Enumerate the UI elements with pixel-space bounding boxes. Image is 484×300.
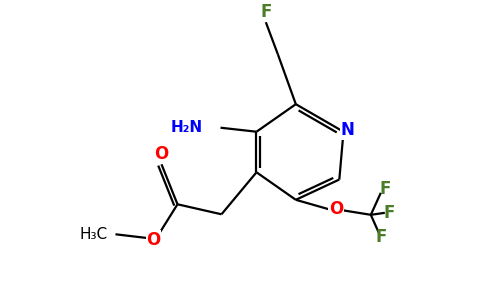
Text: F: F <box>383 204 394 222</box>
Text: H₂N: H₂N <box>170 120 202 135</box>
Text: O: O <box>146 231 161 249</box>
Text: O: O <box>154 145 168 163</box>
Text: H₃C: H₃C <box>79 227 107 242</box>
Text: O: O <box>329 200 343 218</box>
Text: F: F <box>260 3 272 21</box>
Text: F: F <box>379 180 391 198</box>
Text: N: N <box>341 121 354 139</box>
Text: F: F <box>375 228 387 246</box>
